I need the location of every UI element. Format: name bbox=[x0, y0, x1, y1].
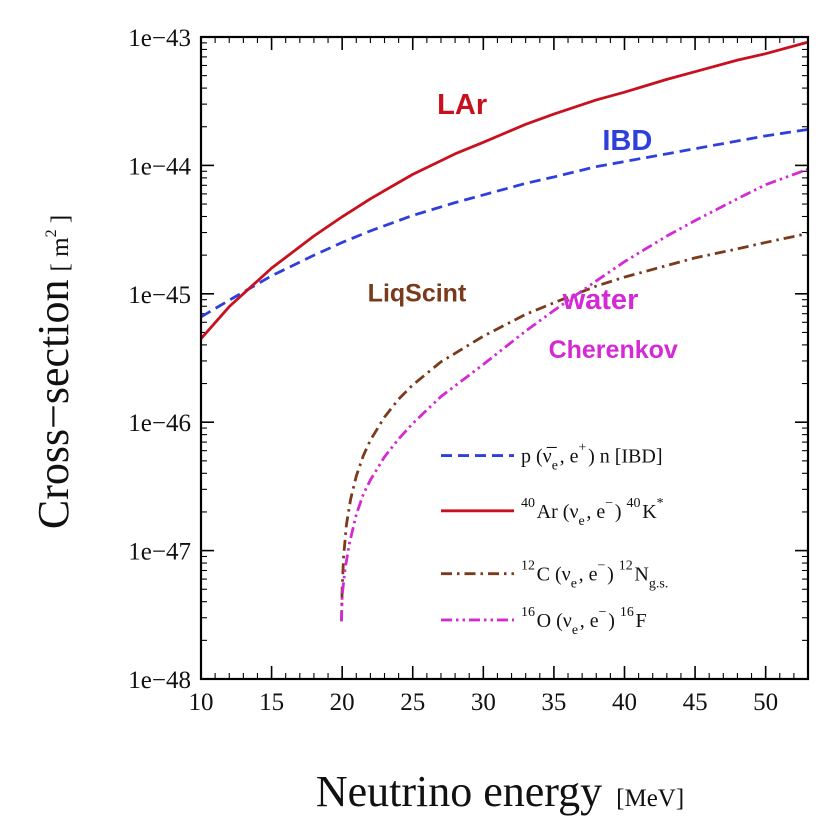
x-tick-label: 30 bbox=[471, 689, 496, 716]
y-tick-label: 1e−44 bbox=[128, 153, 191, 180]
series-line-ibd bbox=[201, 128, 808, 319]
y-axis-unit-sup: 2 bbox=[43, 229, 60, 237]
x-axis-label-main: Neutrino energy bbox=[316, 767, 602, 816]
y-tick-label: 1e−45 bbox=[128, 282, 191, 309]
annotation-water: water bbox=[562, 284, 639, 316]
legend-label: 16 O (νe , e− ) 16 F bbox=[521, 605, 647, 638]
annotation-liqscint: LiqScint bbox=[368, 280, 467, 308]
legend-label: 12 C (νe , e− ) 12 Ng.s. bbox=[521, 559, 670, 592]
annotation-lar: LAr bbox=[437, 89, 487, 121]
legend: p (ν̅e , e+ ) n [IBD] 40 Ar (νe , e− ) 40… bbox=[441, 441, 670, 638]
x-tick-label: 45 bbox=[683, 689, 708, 716]
y-axis-unit-close: ] bbox=[47, 215, 74, 230]
y-tick-label: 1e−46 bbox=[128, 410, 191, 437]
axis-ticks: 10 15 20 25 30 35 40 45 50 1e−48 1e−47 1e−46 1e−45 1e… bbox=[128, 25, 809, 716]
series-line-lar bbox=[201, 40, 808, 340]
annotation-ibd: IBD bbox=[602, 125, 652, 157]
x-tick-label: 35 bbox=[541, 689, 566, 716]
y-tick-label: 1e−43 bbox=[128, 25, 191, 52]
series-line-water-cherenkov bbox=[340, 167, 808, 622]
x-tick-label: 40 bbox=[612, 689, 637, 716]
legend-label: p (ν̅e , e+ ) n [IBD] bbox=[521, 441, 663, 474]
legend-label: 40 Ar (νe , e− ) 40 K* bbox=[521, 496, 665, 529]
x-tick-label: 15 bbox=[259, 689, 284, 716]
y-tick-label: 1e−47 bbox=[128, 539, 191, 566]
plot-frame bbox=[199, 35, 810, 681]
y-axis-title: Cross−section [ m2 ] bbox=[29, 215, 78, 529]
y-axis-unit-open: [ m bbox=[47, 237, 74, 272]
x-axis-title: Neutrino energy [MeV] bbox=[316, 767, 684, 816]
annotation-cherenkov: Cherenkov bbox=[549, 336, 678, 364]
x-tick-label: 25 bbox=[400, 689, 425, 716]
x-tick-label: 20 bbox=[330, 689, 355, 716]
x-tick-label: 50 bbox=[753, 689, 778, 716]
x-tick-label: 10 bbox=[189, 689, 214, 716]
series-annotations: LAr IBD LiqScint water Cherenkov bbox=[368, 89, 678, 364]
plot-series bbox=[201, 40, 808, 622]
y-tick-label: 1e−48 bbox=[128, 667, 191, 694]
y-axis-label-main: Cross−section bbox=[29, 279, 78, 529]
x-axis-unit: [MeV] bbox=[616, 785, 684, 812]
